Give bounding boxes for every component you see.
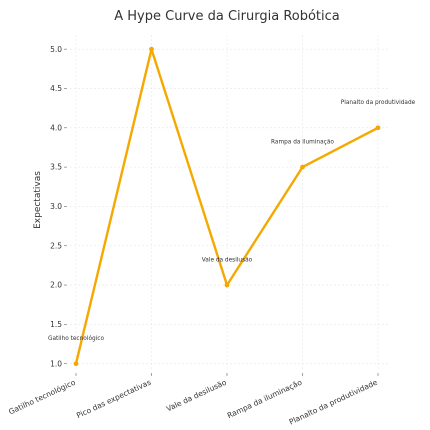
y-tick-label: 1.5 xyxy=(50,320,62,329)
annotation-label: Rampa da iluminação xyxy=(271,140,334,146)
y-tick-label: 3.0 xyxy=(50,202,62,211)
chart-title: A Hype Curve da Cirurgia Robótica xyxy=(114,9,340,24)
annotation-label: Vale da desilusão xyxy=(202,257,253,263)
data-point xyxy=(375,125,381,131)
data-point xyxy=(224,282,230,288)
annotation-label: Gatilho tecnológico xyxy=(48,335,104,342)
data-point xyxy=(73,361,79,367)
x-tick-label: Vale da desilusão xyxy=(165,377,228,413)
grid-layer xyxy=(70,35,390,370)
data-point xyxy=(300,164,305,170)
y-tick-label: 2.0 xyxy=(50,281,62,290)
y-tick-label: 4.5 xyxy=(50,84,62,93)
y-tick-label: 4.0 xyxy=(50,123,62,132)
y-tick-label: 5.0 xyxy=(50,45,62,54)
y-axis-label: Expectativas xyxy=(33,171,43,229)
x-tick-label: Pico das expectativas xyxy=(75,378,152,420)
x-tick-label: Rampa da iluminação xyxy=(226,377,304,420)
data-point xyxy=(149,46,154,52)
x-tick-label: Gatilho tecnológico xyxy=(7,377,77,416)
tick-layer: 1.0 1.5 2.0 2.5 3.0 3.5 4.0 4.5 5.0 Gatilho tecno… xyxy=(7,45,379,427)
y-tick-label: 3.5 xyxy=(50,163,62,172)
series-layer xyxy=(73,46,381,367)
annotation-layer: Gatilho tecnológico Vale da desilusão Ramp… xyxy=(48,100,416,342)
y-tick-label: 1.0 xyxy=(50,359,62,368)
annotation-label: Planalto da produtividade xyxy=(341,100,416,106)
y-tick-label: 2.5 xyxy=(50,241,62,250)
